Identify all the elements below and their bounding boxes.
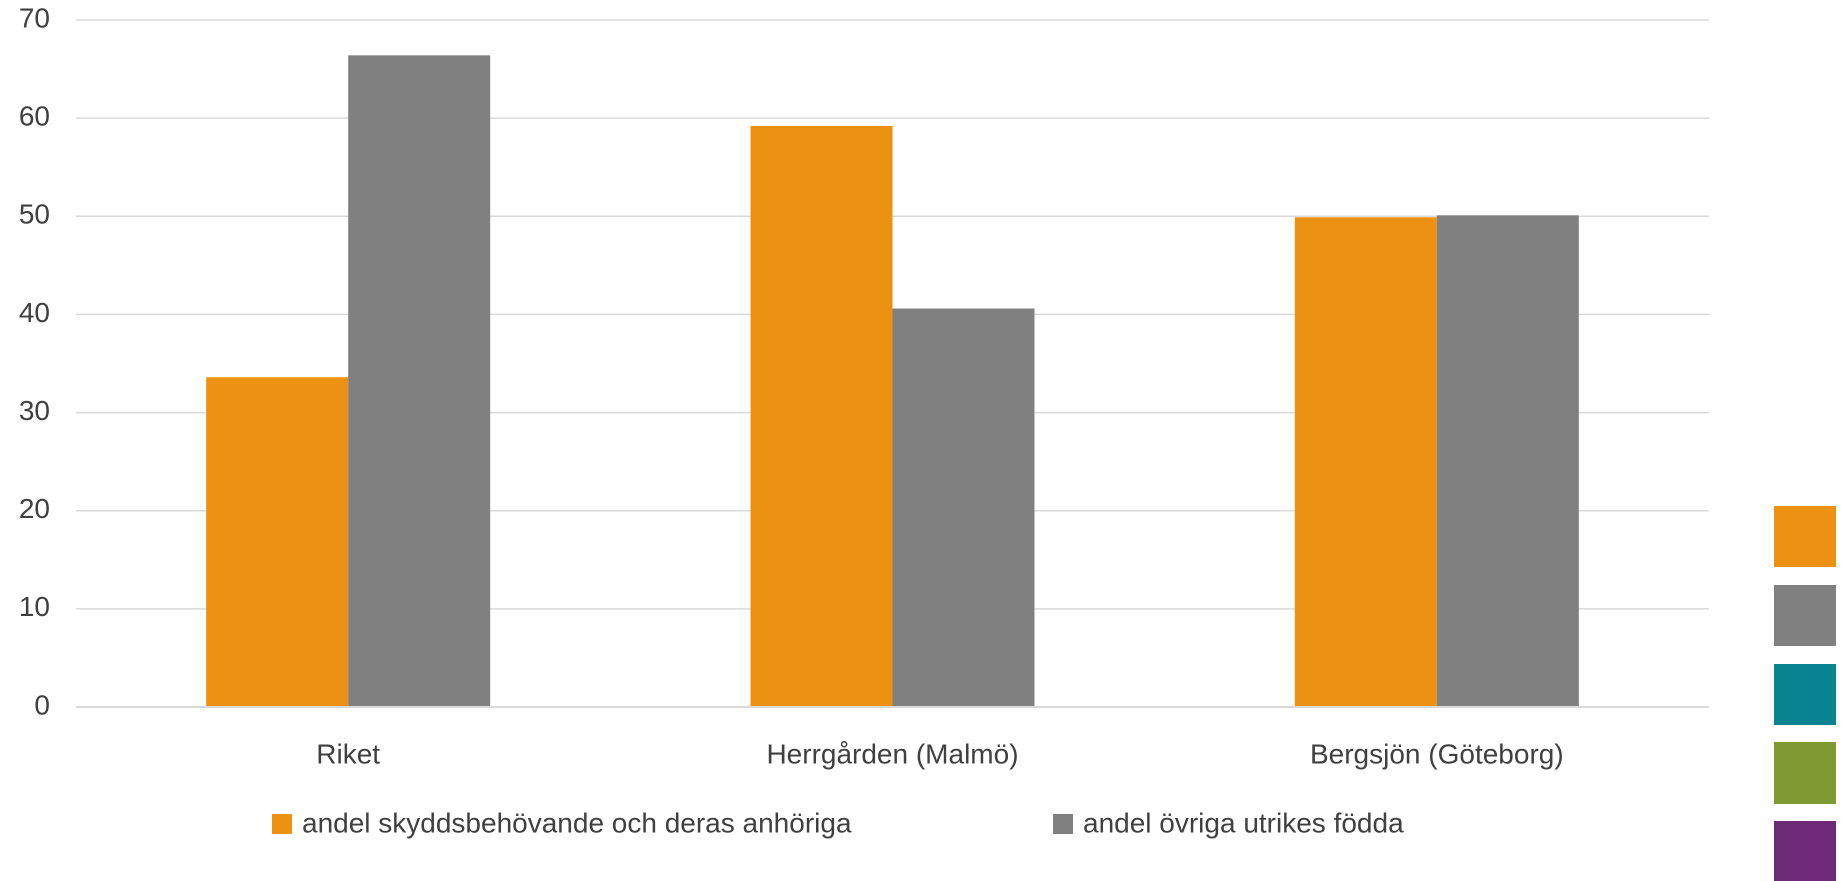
x-tick-label: Riket <box>316 738 380 769</box>
bar <box>1436 215 1579 707</box>
legend-label: andel skyddsbehövande och deras anhöriga <box>302 807 852 838</box>
y-tick-label: 30 <box>19 395 50 426</box>
y-tick-label: 50 <box>19 199 50 230</box>
bar <box>892 308 1035 707</box>
swatch <box>1774 506 1836 567</box>
legend-swatch <box>272 814 292 834</box>
bar <box>348 55 491 708</box>
y-tick-label: 0 <box>34 689 50 720</box>
y-tick-label: 10 <box>19 591 50 622</box>
swatch <box>1774 585 1836 646</box>
x-tick-label: Bergsjön (Göteborg) <box>1310 738 1564 769</box>
legend-label: andel övriga utrikes födda <box>1083 807 1404 838</box>
bar <box>1294 217 1437 707</box>
y-tick-label: 40 <box>19 297 50 328</box>
swatch <box>1774 821 1836 881</box>
y-tick-label: 70 <box>19 2 50 33</box>
bar <box>750 125 893 708</box>
swatch <box>1774 742 1836 804</box>
x-tick-label: Herrgården (Malmö) <box>766 738 1018 769</box>
bar <box>206 377 349 707</box>
legend-swatch <box>1053 814 1073 834</box>
y-tick-label: 60 <box>19 101 50 132</box>
y-tick-label: 20 <box>19 493 50 524</box>
swatch <box>1774 664 1836 725</box>
